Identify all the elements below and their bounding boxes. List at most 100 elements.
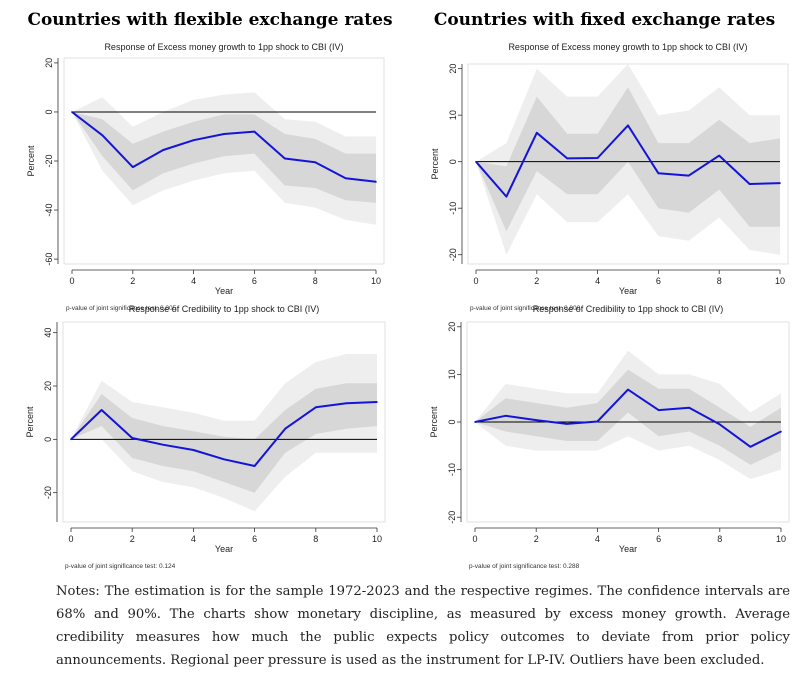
y-tick-label: 20 (447, 322, 457, 332)
x-tick-label: 2 (130, 534, 135, 544)
data-point (749, 445, 752, 448)
chart-title: Response of Credibility to 1pp shock to … (129, 304, 320, 314)
y-axis-label: Percent (429, 406, 439, 438)
ci90-band (475, 350, 781, 480)
data-point (223, 458, 225, 461)
p-value-note: p-value of joint significance test: 0.00… (66, 305, 177, 312)
chart-title: Response of Credibility to 1pp shock to … (533, 304, 724, 314)
data-point (596, 420, 599, 423)
x-tick-label: 10 (372, 534, 382, 544)
data-point (132, 166, 134, 168)
y-tick-label: -40 (44, 204, 54, 217)
y-tick-label: 20 (448, 64, 458, 74)
y-tick-label: 40 (43, 328, 53, 338)
data-point (566, 423, 568, 425)
y-tick-label: -10 (448, 202, 458, 215)
ci68-band (72, 112, 376, 203)
y-tick-label: 0 (448, 159, 458, 164)
x-tick-label: 6 (656, 276, 661, 286)
y-tick-label: 20 (43, 381, 53, 391)
data-point (344, 177, 347, 179)
chart-credibility-fixed: Response of Credibility to 1pp shock to … (403, 300, 806, 570)
data-point (688, 174, 690, 177)
data-point (314, 161, 317, 164)
y-tick-label: 0 (43, 437, 53, 442)
chart-excess-money-flexible: Response of Excess money growth to 1pp s… (0, 38, 403, 312)
x-tick-label: 10 (371, 276, 381, 286)
x-tick-label: 0 (69, 276, 74, 286)
data-point (627, 124, 629, 127)
data-point (162, 149, 164, 151)
notes-text: Notes: The estimation is for the sample … (56, 584, 790, 668)
data-point (284, 427, 287, 430)
column-header-flexible: Countries with flexible exchange rates (27, 10, 393, 30)
data-point (162, 443, 164, 446)
y-axis-label: Percent (25, 406, 35, 438)
data-point (70, 438, 72, 441)
data-point (688, 406, 690, 409)
y-tick-label: 0 (44, 109, 54, 114)
y-tick-label: -10 (447, 463, 457, 476)
chart-svg: Response of Excess money growth to 1pp s… (430, 42, 789, 312)
y-tick-label: -60 (44, 253, 54, 266)
data-point (627, 388, 629, 391)
x-tick-label: 8 (313, 534, 318, 544)
column-header-fixed: Countries with fixed exchange rates (433, 10, 776, 30)
y-tick-label: 0 (447, 419, 457, 424)
p-value-note: p-value of joint significance test: 0.00… (470, 305, 581, 312)
y-tick-label: -20 (43, 486, 53, 499)
y-tick-label: 10 (447, 369, 457, 379)
p-value-note: p-value of joint significance test: 0.12… (65, 563, 176, 570)
data-point (718, 154, 720, 157)
y-tick-label: -20 (44, 154, 54, 167)
x-tick-label: 4 (191, 534, 196, 544)
chart-credibility-flexible: Response of Credibility to 1pp shock to … (0, 300, 403, 570)
x-tick-label: 10 (775, 276, 785, 286)
data-point (566, 157, 568, 160)
data-point (780, 430, 782, 433)
data-point (253, 130, 256, 133)
ci68-band (476, 87, 780, 232)
x-tick-label: 0 (472, 534, 477, 544)
data-point (375, 181, 377, 183)
data-point (475, 160, 477, 163)
x-tick-label: 6 (656, 534, 661, 544)
data-point (315, 406, 317, 409)
x-tick-label: 6 (252, 534, 257, 544)
ci68-band (71, 383, 377, 493)
x-tick-label: 8 (313, 276, 318, 286)
x-tick-label: 2 (130, 276, 135, 286)
chart-excess-money-fixed: Response of Excess money growth to 1pp s… (403, 38, 806, 312)
ci90-band (72, 92, 376, 225)
x-tick-label: 4 (191, 276, 196, 286)
data-point (657, 172, 660, 175)
p-value-note: p-value of joint significance test: 0.28… (469, 563, 580, 570)
data-point (504, 415, 507, 417)
x-tick-label: 10 (776, 534, 786, 544)
data-point (779, 182, 781, 184)
chart-title: Response of Excess money growth to 1pp s… (104, 42, 343, 52)
x-tick-label: 8 (717, 534, 722, 544)
data-point (505, 195, 508, 198)
data-point (345, 402, 348, 405)
data-point (253, 465, 256, 467)
x-axis-label: Year (619, 544, 637, 554)
data-point (192, 139, 195, 141)
data-point (748, 183, 751, 185)
y-tick-label: -20 (448, 248, 458, 261)
data-point (223, 133, 225, 135)
chart-title: Response of Excess money growth to 1pp s… (508, 42, 747, 52)
y-axis-label: Percent (26, 145, 36, 177)
y-tick-label: 20 (44, 58, 54, 68)
chart-svg: Response of Credibility to 1pp shock to … (25, 304, 386, 570)
y-tick-label: -20 (447, 511, 457, 524)
data-point (192, 449, 195, 451)
x-tick-label: 2 (534, 534, 539, 544)
x-axis-label: Year (619, 286, 637, 296)
y-tick-label: 10 (448, 110, 458, 120)
data-point (131, 437, 133, 439)
data-point (101, 134, 104, 137)
x-tick-label: 0 (68, 534, 73, 544)
data-point (535, 419, 537, 421)
data-point (376, 401, 378, 403)
